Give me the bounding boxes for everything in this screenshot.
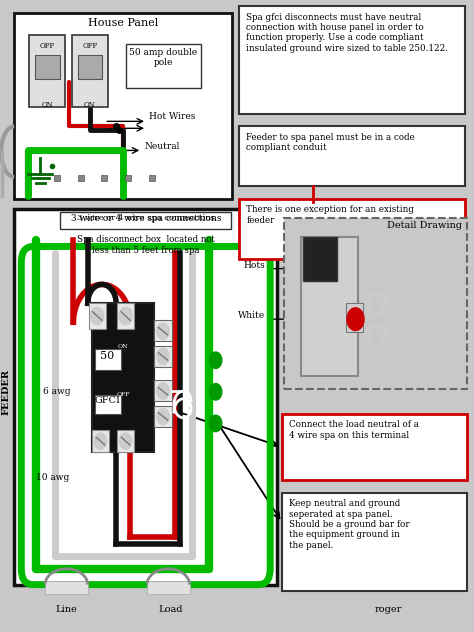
Bar <box>303 237 337 281</box>
Text: FEEDER: FEEDER <box>1 369 10 415</box>
Text: 3 wire or 4 wire spa connections: 3 wire or 4 wire spa connections <box>77 214 215 222</box>
Text: Line: Line <box>55 605 77 614</box>
Circle shape <box>94 433 107 449</box>
Bar <box>284 218 467 389</box>
Bar <box>147 581 190 594</box>
Bar <box>239 199 465 259</box>
Bar <box>89 303 106 329</box>
Circle shape <box>119 307 132 325</box>
Bar <box>72 35 108 107</box>
Bar <box>301 237 358 376</box>
Bar <box>61 212 231 229</box>
Text: ON: ON <box>41 101 54 109</box>
Text: Detail Drawing: Detail Drawing <box>387 221 462 230</box>
Bar <box>154 346 172 367</box>
Text: White: White <box>238 312 265 320</box>
Bar <box>154 380 172 401</box>
Bar <box>45 581 88 594</box>
Bar <box>154 406 172 427</box>
Text: Hots: Hots <box>244 261 265 270</box>
Bar <box>35 55 60 79</box>
Circle shape <box>157 323 169 339</box>
Text: OFF: OFF <box>117 392 130 397</box>
Bar <box>95 395 121 414</box>
Text: GFCI: GFCI <box>95 396 120 405</box>
Bar <box>282 493 467 591</box>
Bar <box>346 303 363 332</box>
Circle shape <box>210 352 222 368</box>
Text: ON: ON <box>118 344 128 349</box>
Text: 10 awg: 10 awg <box>36 473 69 482</box>
Bar <box>117 430 134 452</box>
Text: 3 wire or 4 wire spa connections: 3 wire or 4 wire spa connections <box>71 214 221 222</box>
Bar <box>126 44 201 88</box>
Text: Spa gfci disconnects must have neutral
connection with house panel in order to
f: Spa gfci disconnects must have neutral c… <box>246 13 448 53</box>
Bar <box>78 55 102 79</box>
Bar <box>117 303 134 329</box>
Text: Feeder to spa panel must be in a code
compliant conduit: Feeder to spa panel must be in a code co… <box>246 133 415 152</box>
Bar <box>239 126 465 186</box>
Text: 50: 50 <box>100 351 115 362</box>
Text: House Panel: House Panel <box>88 18 158 28</box>
Text: Keep neutral and ground
seperated at spa panel.
Should be a ground bar for
the e: Keep neutral and ground seperated at spa… <box>289 499 410 550</box>
Circle shape <box>210 415 222 432</box>
Circle shape <box>91 307 104 325</box>
Text: roger: roger <box>375 605 402 614</box>
Bar <box>282 414 467 480</box>
Text: ON: ON <box>84 101 96 109</box>
Bar <box>14 13 232 199</box>
Circle shape <box>157 383 169 399</box>
Text: Connect the load neutral of a
4 wire spa on this terminal: Connect the load neutral of a 4 wire spa… <box>289 420 419 440</box>
Circle shape <box>157 408 169 425</box>
Text: Load: Load <box>158 605 183 614</box>
Bar <box>154 320 172 341</box>
Circle shape <box>119 433 132 449</box>
Bar <box>239 6 465 114</box>
Bar <box>92 430 109 452</box>
Circle shape <box>347 308 364 331</box>
Text: OFF: OFF <box>40 42 55 51</box>
Text: Hot Wires: Hot Wires <box>149 112 196 121</box>
Text: 50 amp double
pole: 50 amp double pole <box>129 48 198 68</box>
Circle shape <box>210 384 222 400</box>
Bar <box>29 35 65 107</box>
Bar <box>14 209 277 585</box>
Text: There is one exception for an existing
feeder: There is one exception for an existing f… <box>246 205 414 225</box>
Text: Spa disconnect box  located not
less than 5 feet from spa: Spa disconnect box located not less than… <box>77 235 215 255</box>
Bar <box>95 349 121 370</box>
Text: 6 awg: 6 awg <box>43 387 70 396</box>
Circle shape <box>157 348 169 365</box>
Bar <box>92 303 154 452</box>
Text: Neutral: Neutral <box>145 142 180 151</box>
Text: OFF: OFF <box>82 42 98 51</box>
